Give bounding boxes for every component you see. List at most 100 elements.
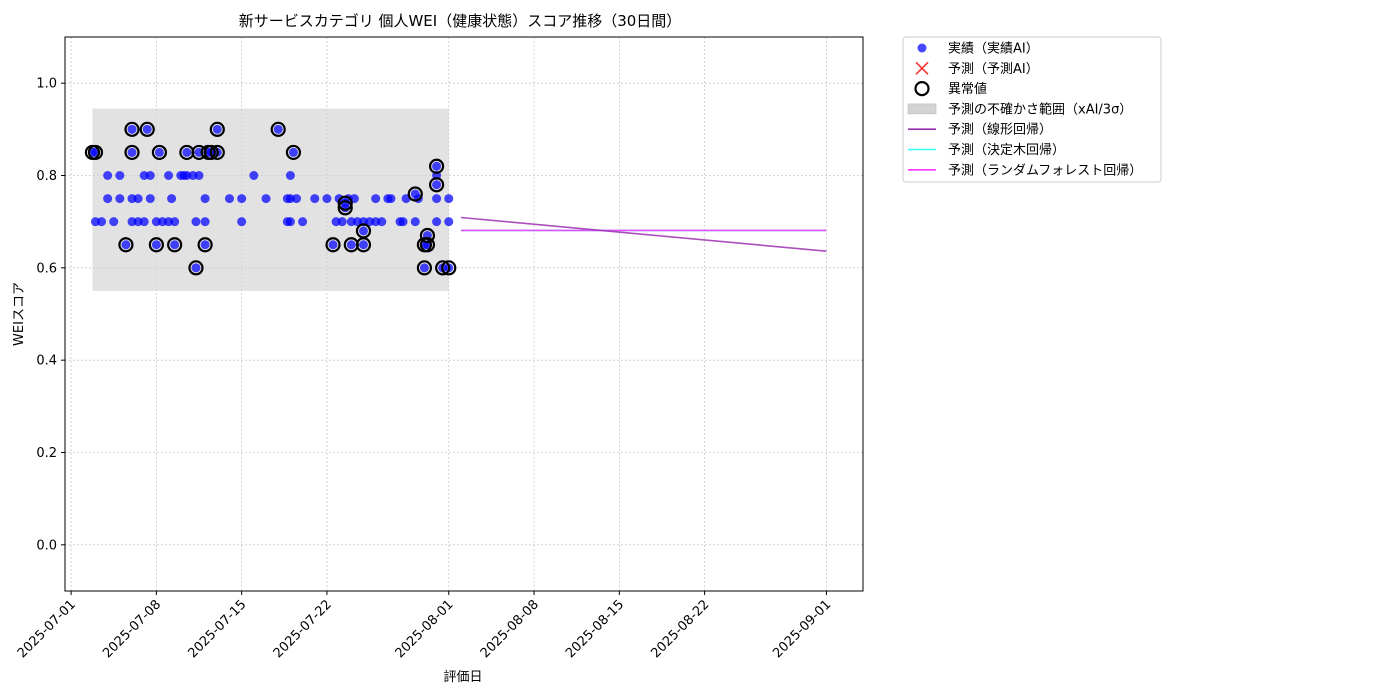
outlier-ring xyxy=(419,227,436,244)
actual-point xyxy=(133,194,143,204)
actual-point xyxy=(170,217,180,227)
legend-label: 予測（線形回帰） xyxy=(948,122,1052,138)
actual-point xyxy=(398,217,408,227)
actual-point xyxy=(249,171,259,180)
actual-point xyxy=(154,147,164,157)
outlier-ring xyxy=(325,237,341,253)
actual-point xyxy=(337,217,347,227)
actual-point xyxy=(261,194,271,204)
actual-point xyxy=(410,217,420,227)
y-tick-label: 0.6 xyxy=(36,261,57,276)
actual-point xyxy=(444,194,454,204)
actual-point xyxy=(386,194,396,204)
actual-points-layer xyxy=(87,124,454,273)
actual-point xyxy=(322,194,332,204)
actual-point xyxy=(191,263,201,273)
actual-point xyxy=(145,194,155,204)
y-axis-label: WEIスコア xyxy=(12,282,27,346)
outlier-ring xyxy=(139,121,155,137)
x-tick-label: 2025-08-08 xyxy=(478,597,542,661)
outlier-ring xyxy=(124,121,140,137)
outlier-ring xyxy=(270,121,286,137)
actual-point xyxy=(103,194,113,204)
actual-point xyxy=(358,226,368,236)
actual-point xyxy=(377,217,387,227)
legend-label: 予測の不確かさ範囲（xAI/3σ） xyxy=(948,101,1132,117)
actual-point xyxy=(285,171,295,180)
legend-icon-band xyxy=(907,103,937,115)
actual-point xyxy=(127,147,137,157)
outlier-ring xyxy=(285,144,302,161)
legend-label: 予測（決定木回帰） xyxy=(948,142,1065,158)
x-tick-label: 2025-07-01 xyxy=(15,597,79,661)
x-axis-label: 評価日 xyxy=(443,670,482,685)
actual-point xyxy=(142,124,152,134)
legend-icon-dot xyxy=(917,43,927,53)
legend-label: 予測（ランダムフォレスト回帰） xyxy=(948,162,1142,178)
x-tick-label: 2025-07-08 xyxy=(100,597,164,661)
actual-point xyxy=(334,194,344,204)
actual-point xyxy=(139,217,149,227)
outlier-ring xyxy=(419,237,436,253)
actual-point xyxy=(358,240,368,250)
actual-point xyxy=(444,217,454,227)
actual-point xyxy=(167,194,177,204)
y-tick-label: 0.8 xyxy=(36,169,57,184)
x-tick-label: 2025-07-15 xyxy=(185,597,249,661)
outlier-ring xyxy=(118,237,134,253)
actual-point xyxy=(200,194,210,204)
x-tick-label: 2025-08-15 xyxy=(563,597,627,661)
actual-point xyxy=(432,194,442,204)
actual-point xyxy=(212,124,222,134)
outlier-ring xyxy=(337,195,353,211)
actual-point xyxy=(310,194,320,204)
actual-point xyxy=(419,263,429,273)
actual-point xyxy=(115,194,125,204)
outlier-rings-layer xyxy=(84,121,457,276)
actual-point xyxy=(432,161,442,171)
y-tick-label: 0.4 xyxy=(36,354,57,369)
actual-point xyxy=(237,217,247,227)
actual-point xyxy=(371,194,381,204)
actual-point xyxy=(285,217,295,227)
actual-point xyxy=(237,194,247,204)
outlier-ring xyxy=(148,237,164,253)
outlier-ring xyxy=(203,144,219,161)
legend-label: 異常値 xyxy=(948,81,987,97)
actual-point xyxy=(291,194,301,204)
actual-point xyxy=(115,171,125,180)
outlier-ring xyxy=(197,237,213,253)
outlier-ring xyxy=(355,237,372,253)
regression-lines-layer xyxy=(460,216,827,253)
actual-point xyxy=(170,240,180,250)
actual-point xyxy=(273,124,283,134)
outlier-ring xyxy=(435,260,451,276)
actual-point xyxy=(191,217,201,227)
outlier-ring xyxy=(428,158,445,174)
actual-point xyxy=(432,217,442,227)
outlier-ring xyxy=(209,144,225,161)
outlier-ring xyxy=(416,260,433,276)
x-tick-label: 2025-08-22 xyxy=(648,597,712,661)
outlier-ring xyxy=(167,237,183,253)
actual-point xyxy=(109,217,119,227)
actual-point xyxy=(103,171,113,180)
legend-frame xyxy=(902,36,1162,183)
actual-point xyxy=(200,240,210,250)
actual-point xyxy=(298,217,308,227)
y-tick-label: 0.0 xyxy=(36,538,57,553)
actual-point xyxy=(288,147,298,157)
outlier-ring xyxy=(87,144,104,161)
legend-icon-ring xyxy=(914,80,930,97)
actual-point xyxy=(127,124,137,134)
outlier-ring xyxy=(407,186,423,202)
legend-icon-x xyxy=(915,61,929,75)
outlier-ring xyxy=(151,144,168,161)
outlier-ring xyxy=(337,200,353,216)
outlier-ring xyxy=(428,177,445,193)
y-tick-label: 1.0 xyxy=(36,77,57,92)
legend-label: 予測（予測AI） xyxy=(948,62,1039,77)
actual-point xyxy=(328,240,338,250)
